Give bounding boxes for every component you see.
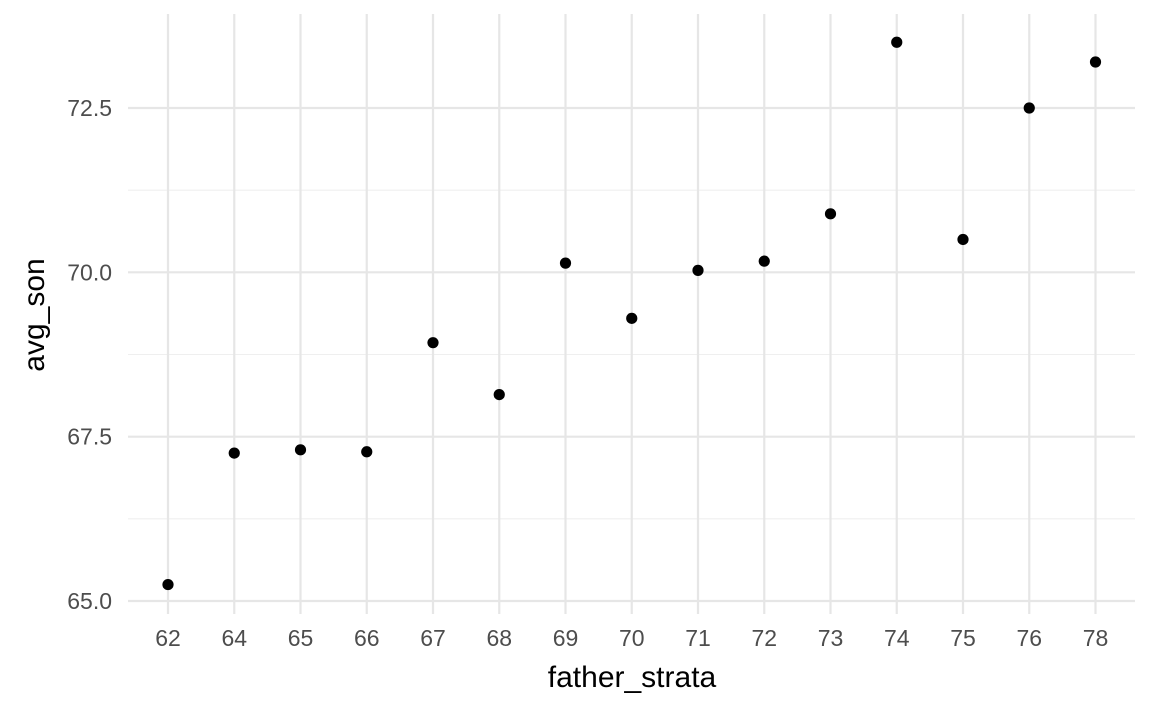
x-tick-label: 66	[354, 625, 380, 651]
data-point	[361, 446, 373, 458]
x-tick-label: 78	[1083, 625, 1109, 651]
x-tick-label: 72	[751, 625, 777, 651]
data-point	[891, 36, 903, 48]
x-tick-label: 70	[619, 625, 645, 651]
x-tick-label: 65	[288, 625, 314, 651]
data-point	[162, 578, 174, 591]
x-tick-label: 71	[685, 625, 711, 651]
x-tick-label: 62	[155, 625, 181, 651]
x-tick-label: 75	[950, 625, 976, 651]
x-tick-label: 73	[818, 625, 844, 651]
x-tick-label: 74	[884, 625, 910, 651]
y-axis-title: avg_son	[18, 258, 51, 371]
data-point	[758, 255, 770, 267]
x-tick-label: 64	[221, 625, 247, 651]
y-tick-label: 67.5	[67, 424, 112, 450]
x-tick-label: 67	[420, 625, 446, 651]
y-tick-label: 70.0	[67, 259, 112, 285]
data-point	[1089, 56, 1102, 68]
x-axis-tick-labels: 62 64 65 66 67 68 69 70 71 72 73 74 75 76 78	[155, 625, 1108, 651]
data-point	[294, 444, 307, 456]
data-point	[228, 447, 240, 459]
data-point	[626, 312, 638, 324]
y-axis-tick-labels: 65.0 67.5 70.0 72.5	[67, 95, 112, 614]
y-tick-label: 65.0	[67, 588, 112, 614]
x-tick-label: 76	[1016, 625, 1042, 651]
data-point	[559, 257, 572, 269]
data-points	[162, 36, 1102, 591]
grid-lines	[128, 14, 1135, 614]
data-point	[957, 233, 969, 246]
data-point	[824, 208, 837, 220]
data-point	[1023, 102, 1035, 114]
x-axis-title: father_strata	[548, 661, 717, 694]
x-tick-label: 69	[553, 625, 579, 651]
data-point	[427, 337, 439, 349]
x-tick-label: 68	[486, 625, 512, 651]
data-point	[493, 388, 505, 401]
data-point	[692, 264, 704, 276]
y-tick-label: 72.5	[67, 95, 112, 121]
